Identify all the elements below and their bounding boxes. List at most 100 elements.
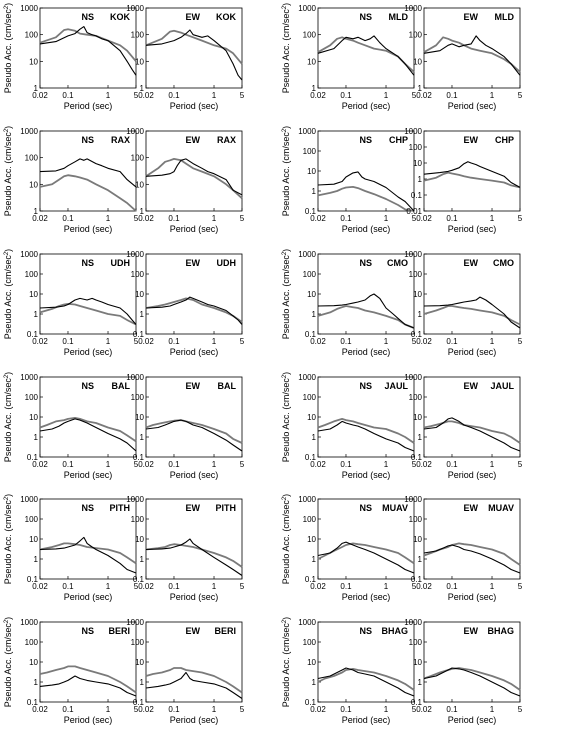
y-tick-label: 10 bbox=[29, 413, 38, 422]
x-tick-label: 0.02 bbox=[416, 337, 432, 346]
x-tick-label: 0.02 bbox=[138, 705, 154, 714]
x-tick-label: 0.02 bbox=[32, 705, 48, 714]
panel-component-label: NS bbox=[81, 503, 94, 513]
x-tick-label: 0.1 bbox=[168, 460, 180, 469]
x-tick-label: 0.02 bbox=[138, 460, 154, 469]
x-tick-label: 1 bbox=[490, 582, 495, 591]
panel-station-label: MLD bbox=[389, 12, 409, 22]
y-tick-label: 10 bbox=[413, 159, 422, 168]
y-tick-label: 1000 bbox=[404, 250, 422, 259]
x-tick-label: 0.1 bbox=[62, 337, 74, 346]
x-axis-label: Period (sec) bbox=[170, 224, 219, 234]
y-tick-label: 1 bbox=[140, 678, 145, 687]
panel-component-label: EW bbox=[464, 258, 479, 268]
y-tick-label: 1000 bbox=[404, 618, 422, 627]
x-tick-label: 1 bbox=[106, 337, 111, 346]
x-tick-label: 5 bbox=[518, 582, 523, 591]
y-tick-label: 100 bbox=[409, 393, 423, 402]
panel-component-label: EW bbox=[464, 626, 479, 636]
x-tick-label: 0.02 bbox=[416, 460, 432, 469]
y-tick-label: 0.1 bbox=[27, 575, 39, 584]
plot-frame bbox=[145, 130, 243, 212]
x-tick-label: 0.1 bbox=[446, 582, 458, 591]
x-tick-label: 5 bbox=[412, 582, 417, 591]
x-axis-label: Period (sec) bbox=[342, 715, 391, 725]
series-line-black bbox=[423, 296, 521, 329]
y-tick-label: 100 bbox=[131, 31, 145, 40]
x-tick-label: 1 bbox=[212, 460, 217, 469]
x-tick-label: 0.02 bbox=[138, 214, 154, 223]
x-tick-label: 0.1 bbox=[340, 582, 352, 591]
panel-component-label: EW bbox=[464, 381, 479, 391]
y-axis-label: Pseudo Acc. (cm/sec2) bbox=[3, 3, 13, 93]
y-tick-label: 0.1 bbox=[305, 453, 317, 462]
x-tick-label: 1 bbox=[212, 337, 217, 346]
y-tick-label: 1000 bbox=[404, 495, 422, 504]
series-line-black bbox=[39, 536, 137, 574]
plot-frame bbox=[423, 130, 521, 212]
x-tick-label: 5 bbox=[518, 91, 523, 100]
x-tick-label: 1 bbox=[384, 582, 389, 591]
x-tick-label: 0.02 bbox=[32, 582, 48, 591]
panel-station-label: CHP bbox=[389, 135, 408, 145]
panel-station-label: PITH bbox=[215, 503, 236, 513]
x-tick-label: 5 bbox=[134, 705, 139, 714]
x-tick-label: 5 bbox=[134, 91, 139, 100]
x-axis-label: Period (sec) bbox=[448, 470, 497, 480]
y-tick-label: 1000 bbox=[20, 4, 38, 13]
y-tick-label: 1 bbox=[312, 555, 317, 564]
x-axis-label: Period (sec) bbox=[448, 224, 497, 234]
plot-frame bbox=[39, 7, 137, 89]
y-tick-label: 1000 bbox=[20, 250, 38, 259]
x-axis-label: Period (sec) bbox=[64, 101, 113, 111]
x-tick-label: 5 bbox=[134, 460, 139, 469]
series-line-gray bbox=[145, 157, 243, 199]
y-tick-label: 100 bbox=[131, 515, 145, 524]
series-line-gray bbox=[39, 542, 137, 565]
y-tick-label: 100 bbox=[131, 154, 145, 163]
y-tick-label: 10 bbox=[307, 290, 316, 299]
x-tick-label: 1 bbox=[212, 91, 217, 100]
y-tick-label: 1 bbox=[312, 310, 317, 319]
x-tick-label: 0.1 bbox=[340, 460, 352, 469]
y-tick-label: 0.1 bbox=[133, 330, 145, 339]
plot-frame bbox=[317, 7, 415, 89]
x-axis-label: Period (sec) bbox=[342, 224, 391, 234]
y-tick-label: 1 bbox=[312, 187, 317, 196]
y-axis-label: Pseudo Acc. (cm/sec2) bbox=[3, 372, 13, 462]
x-axis-label: Period (sec) bbox=[64, 470, 113, 480]
panel-component-label: EW bbox=[464, 12, 479, 22]
panel-station-label: CHP bbox=[495, 135, 514, 145]
y-tick-label: 10 bbox=[413, 57, 422, 66]
panel-component-label: NS bbox=[359, 503, 372, 513]
plot-frame bbox=[423, 7, 521, 89]
series-line-black bbox=[317, 293, 415, 329]
x-tick-label: 0.1 bbox=[168, 582, 180, 591]
y-tick-label: 100 bbox=[409, 31, 423, 40]
y-axis-label: Pseudo Acc. (cm/sec2) bbox=[3, 617, 13, 707]
plot-frame bbox=[145, 7, 243, 89]
panel-component-label: EW bbox=[186, 626, 201, 636]
y-tick-label: 100 bbox=[303, 515, 317, 524]
x-tick-label: 0.02 bbox=[138, 582, 154, 591]
x-tick-label: 0.1 bbox=[62, 91, 74, 100]
panel-component-label: EW bbox=[186, 258, 201, 268]
x-axis-label: Period (sec) bbox=[448, 715, 497, 725]
y-tick-label: 1000 bbox=[298, 250, 316, 259]
x-tick-label: 5 bbox=[134, 337, 139, 346]
y-tick-label: 0.1 bbox=[305, 330, 317, 339]
y-tick-label: 10 bbox=[307, 535, 316, 544]
panel-component-label: EW bbox=[186, 12, 201, 22]
y-tick-label: 100 bbox=[25, 515, 39, 524]
x-tick-label: 1 bbox=[212, 705, 217, 714]
panel-station-label: CMO bbox=[493, 258, 514, 268]
y-tick-label: 1 bbox=[140, 84, 145, 93]
y-tick-label: 1000 bbox=[298, 495, 316, 504]
x-axis-label: Period (sec) bbox=[170, 715, 219, 725]
panel-ns-mld: 0.02 0.1 1 5 1 10 100 1000 Period (sec) Pseudo Ac… bbox=[281, 3, 417, 111]
